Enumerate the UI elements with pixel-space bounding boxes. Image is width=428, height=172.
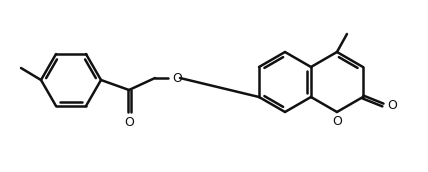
Text: O: O [332, 115, 342, 128]
Text: O: O [172, 72, 182, 84]
Text: O: O [124, 116, 134, 129]
Text: O: O [387, 99, 397, 111]
